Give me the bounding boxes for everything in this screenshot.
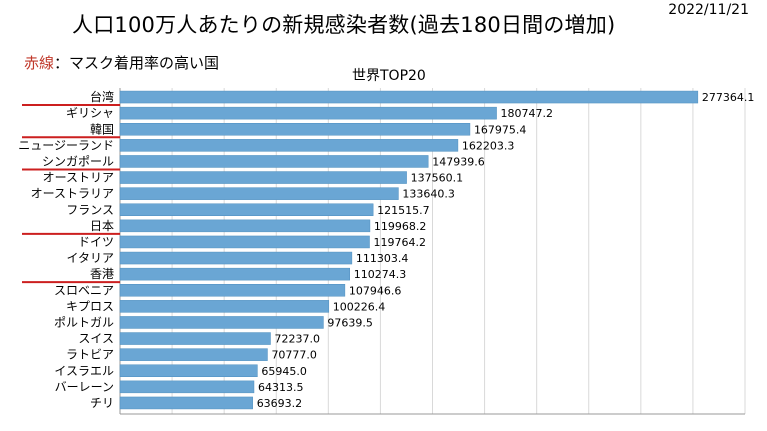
bar (119, 396, 253, 410)
category-label: ギリシャ (66, 106, 114, 120)
data-label: 100226.4 (333, 300, 386, 313)
category-label: ニュージーランド (18, 138, 114, 152)
bar (119, 187, 399, 200)
bar (119, 155, 429, 168)
bar (119, 123, 471, 136)
data-label: 65945.0 (261, 365, 307, 378)
data-label: 180747.2 (501, 107, 553, 120)
category-label: シンガポール (42, 154, 114, 168)
data-label: 119764.2 (374, 236, 427, 249)
bar (119, 348, 268, 361)
category-label: 日本 (90, 219, 114, 233)
data-label: 137560.1 (411, 172, 464, 185)
data-label: 110274.3 (354, 268, 407, 281)
category-label: イスラエル (54, 364, 114, 378)
legend: 赤線：マスク着用率の高い国 (24, 52, 219, 73)
bar (119, 316, 324, 329)
data-label: 277364.1 (702, 91, 755, 104)
data-label: 70777.0 (271, 349, 317, 362)
data-label: 133640.3 (402, 188, 455, 201)
chart-title: 人口100万人あたりの新規感染者数(過去180日間の増加) (72, 13, 616, 37)
category-label: オーストリア (43, 171, 114, 185)
data-label: 111303.4 (356, 252, 409, 265)
category-label: スロベニア (54, 283, 114, 297)
data-label: 107946.6 (349, 284, 402, 297)
legend-red-line-label: 赤線 (24, 54, 55, 72)
data-label: 72237.0 (274, 333, 320, 346)
category-label: バーレーン (55, 380, 114, 394)
category-label: 韓国 (90, 122, 114, 136)
bar (119, 90, 699, 104)
category-label: 台湾 (90, 89, 114, 104)
bar (119, 235, 370, 249)
data-label: 119968.2 (374, 220, 427, 233)
bar (119, 300, 330, 313)
bar (119, 219, 371, 233)
bar (119, 106, 497, 120)
data-label: 121515.7 (377, 204, 430, 217)
category-label: スイス (78, 332, 114, 346)
category-label: フランス (66, 203, 114, 217)
category-label: オーストラリア (31, 187, 114, 201)
bar (119, 364, 258, 377)
data-label: 147939.6 (432, 155, 485, 168)
category-label: ドイツ (78, 235, 114, 249)
bar (119, 171, 407, 184)
bar (119, 332, 271, 345)
data-label: 167975.4 (474, 123, 526, 136)
bar (119, 203, 374, 216)
data-label: 63693.2 (257, 397, 303, 410)
data-label: 162203.3 (462, 139, 515, 152)
category-label: チリ (90, 396, 114, 410)
category-label: イタリア (66, 251, 114, 265)
category-label: ポルトガル (54, 315, 114, 329)
data-label: 97639.5 (327, 316, 373, 329)
chart-subtitle: 世界TOP20 (352, 68, 426, 84)
bar (119, 267, 350, 281)
date-label: 2022/11/21 (668, 2, 749, 18)
category-label: ラトビア (66, 348, 114, 362)
category-label: キプロス (66, 299, 114, 313)
bar (119, 251, 353, 265)
data-label: 64313.5 (258, 381, 304, 394)
bar (119, 139, 459, 152)
bar (119, 284, 346, 297)
category-label: 香港 (90, 267, 114, 281)
legend-text: ：マスク着用率の高い国 (54, 54, 220, 72)
bar (119, 380, 255, 394)
